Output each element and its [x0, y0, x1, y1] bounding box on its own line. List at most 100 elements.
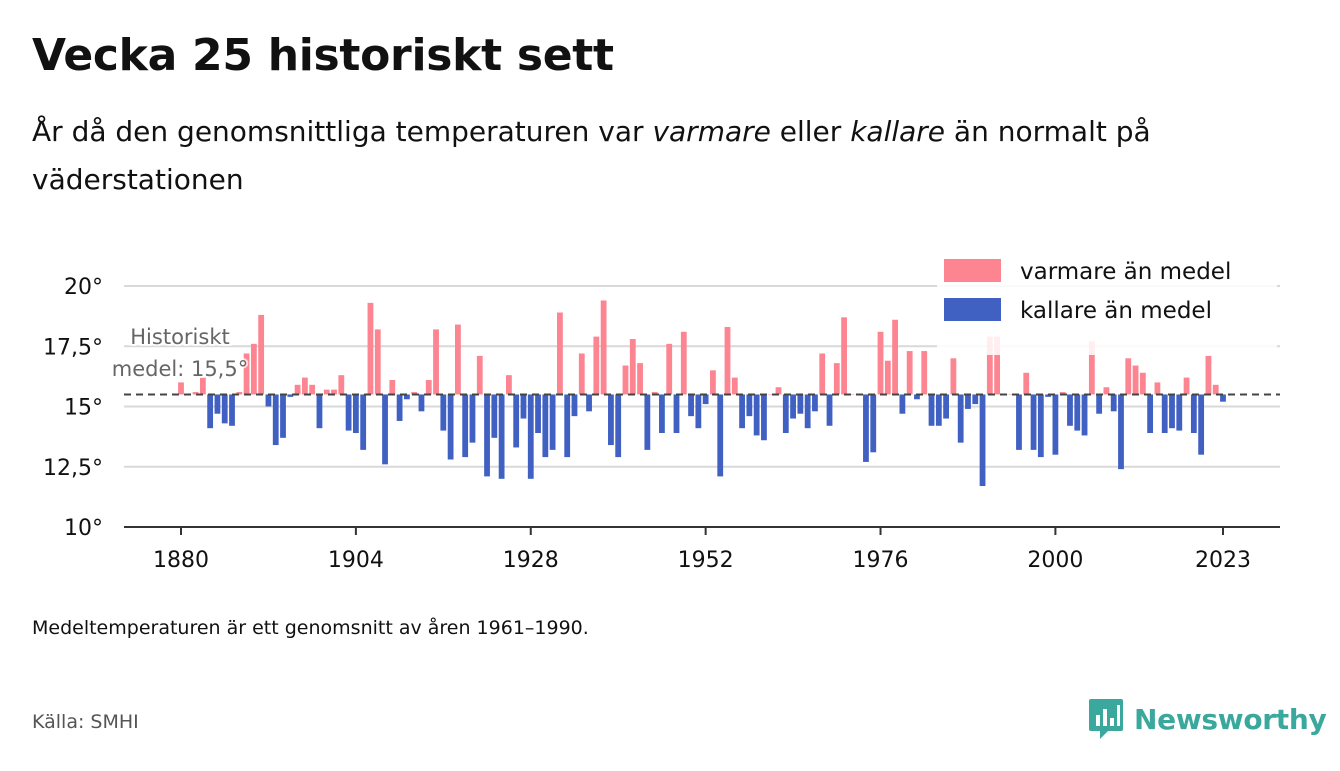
- bar-cold: [207, 394, 214, 429]
- bar-cold: [229, 394, 235, 426]
- baseline-label-line-2: medel: 15,5°: [112, 357, 248, 381]
- bar-cold: [491, 394, 498, 438]
- x-axis: 1880 1904 1928 1952 1976 2000 2023: [124, 526, 1280, 573]
- bar-warm: [666, 343, 673, 395]
- bar-cold: [659, 394, 665, 434]
- bar-warm: [243, 353, 250, 395]
- bar-cold: [615, 394, 622, 458]
- bar-warm: [294, 384, 301, 395]
- subtitle-part-1: År då den genomsnittliga temperaturen va…: [32, 115, 653, 148]
- bar-warm: [1059, 392, 1066, 395]
- legend-warm-label: varmare än medel: [1020, 259, 1231, 285]
- bar-warm: [731, 377, 738, 395]
- bar-warm: [1088, 341, 1095, 395]
- newsworthy-logo-icon: [1089, 699, 1123, 739]
- bar-cold: [469, 394, 476, 443]
- bar-warm: [775, 387, 782, 395]
- bar-cold: [863, 394, 869, 462]
- bar-warm: [331, 389, 337, 395]
- bar-cold: [1030, 394, 1037, 450]
- bar-warm: [323, 389, 330, 395]
- bar-cold: [316, 394, 323, 429]
- bar-warm: [680, 331, 687, 395]
- bar-cold: [1074, 394, 1081, 431]
- source-credit: Källa: SMHI: [32, 711, 139, 733]
- bar-cold: [688, 394, 694, 417]
- page-title: Vecka 25 historiskt sett: [32, 30, 614, 81]
- bar-warm: [309, 384, 316, 395]
- bar-cold: [1037, 394, 1044, 458]
- bar-cold: [564, 394, 571, 458]
- bar-warm: [192, 392, 199, 395]
- bar-cold: [1016, 394, 1022, 450]
- subtitle-part-3: än normalt på väderstationen: [32, 115, 1151, 196]
- bar-cold: [586, 394, 592, 412]
- bar-cold: [484, 394, 490, 477]
- x-tick-label: 1976: [853, 548, 909, 573]
- subtitle: År då den genomsnittliga temperaturen va…: [32, 108, 1272, 204]
- bar-warm: [506, 375, 512, 395]
- y-tick-label: 12,5°: [43, 456, 103, 481]
- bar-warm: [1023, 372, 1030, 395]
- bar-warm: [250, 343, 257, 395]
- bar-cold: [797, 394, 804, 414]
- bar-cold: [644, 394, 651, 450]
- bar-warm: [892, 319, 898, 395]
- y-tick-label: 10°: [64, 516, 103, 541]
- bar-warm: [1183, 377, 1190, 395]
- bar-cold: [972, 394, 979, 405]
- y-axis-ticks: 10° 12,5° 15° 17,5° 20°: [43, 275, 103, 541]
- bar-cold: [746, 394, 753, 417]
- bar-cold: [1198, 394, 1205, 455]
- bar-cold: [403, 394, 410, 400]
- x-tick-label: 1880: [153, 548, 209, 573]
- legend: varmare än medel kallare än medel: [937, 255, 1277, 355]
- bar-warm: [986, 336, 993, 395]
- y-tick-label: 17,5°: [43, 335, 103, 360]
- bar-warm: [1132, 365, 1139, 395]
- bar-cold: [1176, 394, 1183, 431]
- bar-warm: [637, 363, 643, 395]
- bar-warm: [411, 392, 418, 395]
- bar-warm: [476, 355, 483, 395]
- brand-name: Newsworthy: [1134, 702, 1327, 736]
- bar-cold: [535, 394, 541, 434]
- bar-warm: [906, 351, 913, 395]
- legend-warm-swatch: [944, 259, 1001, 282]
- bar-warm: [578, 353, 585, 395]
- bar-cold: [1067, 394, 1073, 426]
- bar-cold: [739, 394, 745, 429]
- bar-cold: [360, 394, 367, 450]
- bar-cold: [804, 394, 811, 429]
- bar-cold: [542, 394, 549, 458]
- bar-cold: [965, 394, 971, 409]
- bar-cold: [396, 394, 403, 421]
- bar-cold: [498, 394, 505, 479]
- bar-cold: [382, 394, 388, 465]
- bar-warm: [841, 317, 847, 395]
- bar-warm: [848, 394, 855, 395]
- bar-cold: [1081, 394, 1088, 436]
- bar-cold: [280, 394, 286, 438]
- subtitle-cold-word: kallare: [850, 115, 946, 148]
- bar-warm: [651, 392, 658, 395]
- y-tick-label: 20°: [64, 275, 103, 300]
- bar-cold: [702, 394, 709, 405]
- bar-warm: [1103, 387, 1110, 395]
- bar-warm: [1212, 384, 1219, 395]
- bar-warm: [374, 329, 381, 395]
- bar-warm: [455, 324, 461, 395]
- bar-warm: [710, 370, 716, 395]
- bar-cold: [695, 394, 702, 429]
- bar-cold: [717, 394, 724, 477]
- bar-warm: [258, 314, 265, 395]
- bar-warm: [236, 392, 243, 395]
- bar-warm: [593, 336, 600, 395]
- bar-warm: [622, 365, 629, 395]
- bar-cold: [826, 394, 833, 426]
- bar-warm: [178, 382, 184, 395]
- legend-cold-label: kallare än medel: [1020, 298, 1212, 324]
- bar-cold: [462, 394, 469, 458]
- x-tick-label: 2000: [1027, 548, 1083, 573]
- bar-warm: [367, 302, 374, 395]
